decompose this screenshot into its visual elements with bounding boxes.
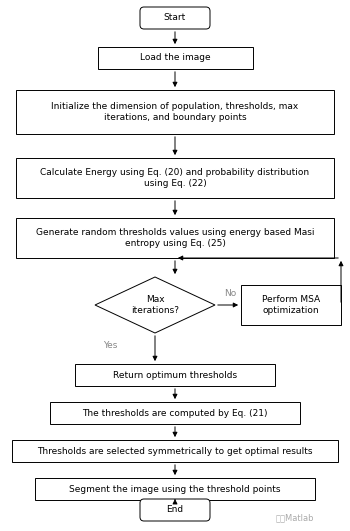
FancyBboxPatch shape: [50, 402, 300, 424]
Text: End: End: [167, 506, 183, 515]
Polygon shape: [95, 277, 215, 333]
FancyBboxPatch shape: [35, 478, 315, 500]
Text: Thresholds are selected symmetrically to get optimal results: Thresholds are selected symmetrically to…: [37, 447, 313, 456]
Text: 天天Matlab: 天天Matlab: [276, 513, 314, 523]
Text: Initialize the dimension of population, thresholds, max
iterations, and boundary: Initialize the dimension of population, …: [51, 102, 299, 122]
FancyBboxPatch shape: [140, 7, 210, 29]
Text: Perform MSA
optimization: Perform MSA optimization: [262, 295, 320, 315]
FancyBboxPatch shape: [75, 364, 275, 386]
FancyBboxPatch shape: [16, 158, 334, 198]
FancyBboxPatch shape: [241, 285, 341, 325]
FancyBboxPatch shape: [16, 90, 334, 134]
Text: Return optimum thresholds: Return optimum thresholds: [113, 371, 237, 380]
Text: The thresholds are computed by Eq. (21): The thresholds are computed by Eq. (21): [82, 408, 268, 417]
Text: No: No: [224, 288, 236, 297]
Text: Segment the image using the threshold points: Segment the image using the threshold po…: [69, 484, 281, 493]
Text: Max
iterations?: Max iterations?: [131, 295, 179, 315]
FancyBboxPatch shape: [16, 218, 334, 258]
FancyBboxPatch shape: [12, 440, 338, 462]
Text: Load the image: Load the image: [140, 54, 210, 63]
FancyBboxPatch shape: [98, 47, 252, 69]
Text: Calculate Energy using Eq. (20) and probability distribution
using Eq. (22): Calculate Energy using Eq. (20) and prob…: [41, 168, 309, 187]
FancyBboxPatch shape: [140, 499, 210, 521]
Text: Generate random thresholds values using energy based Masi
entropy using Eq. (25): Generate random thresholds values using …: [36, 228, 314, 247]
Text: Yes: Yes: [103, 340, 117, 349]
Text: Start: Start: [164, 13, 186, 22]
